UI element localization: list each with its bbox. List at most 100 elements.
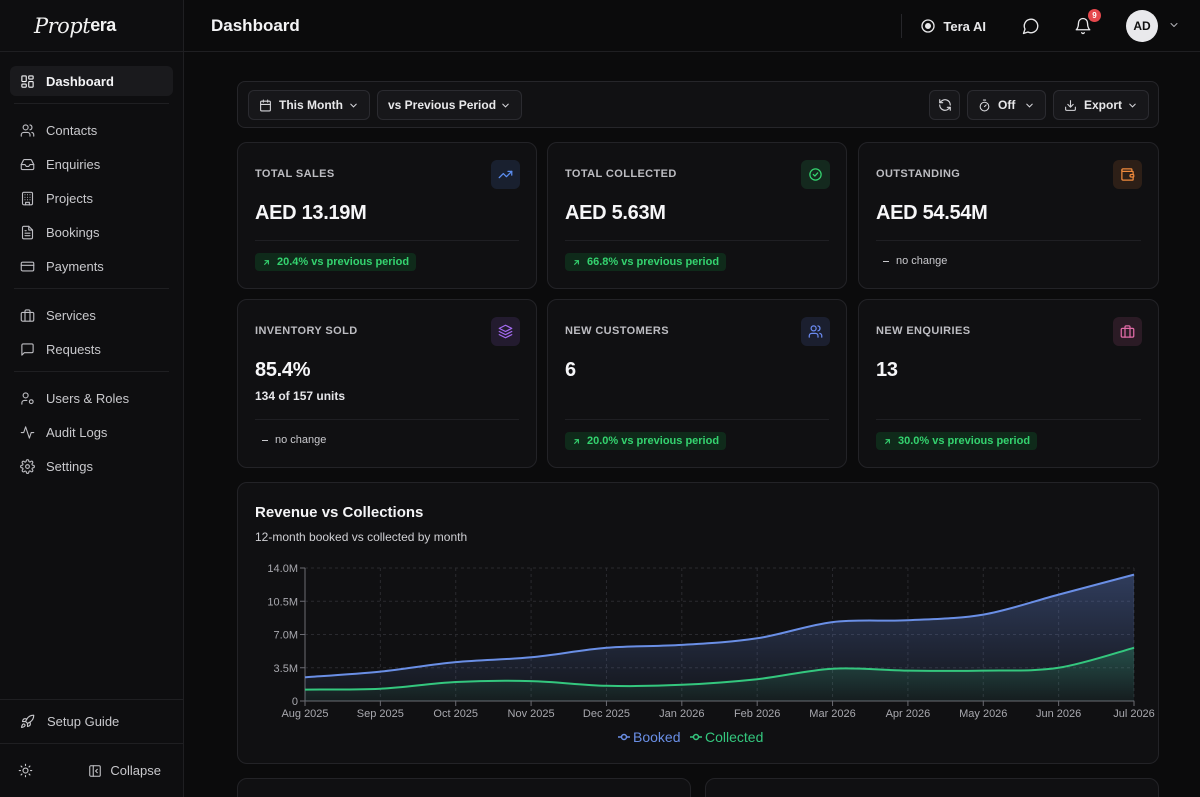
sidebar-item-projects[interactable]: Projects [10,183,173,213]
chevron-down-icon [502,103,509,108]
kpi-divider [255,240,519,241]
sidebar-item-payments[interactable]: Payments [10,251,173,281]
sidebar-separator [14,288,169,289]
export-button[interactable]: Export [1053,90,1149,120]
collapse-button[interactable]: Collapse [88,763,161,778]
trend-text: 30.0% vs previous period [898,435,1031,447]
x-tick-label: Aug 2025 [281,708,328,720]
sidebar-item-label: Services [46,307,96,323]
bottom-card-left [237,778,691,797]
kpi-card-new-customers[interactable]: NEW CUSTOMERS 6 20.0% vs previous period [547,299,847,468]
kpi-label: TOTAL COLLECTED [565,168,677,180]
messages-button[interactable] [1022,17,1040,35]
kpi-icon-tile [801,317,830,346]
top-bar-actions: Tera AI 9 AD [901,0,1200,52]
sidebar-item-label: Requests [46,341,101,357]
trend-badge: 30.0% vs previous period [876,432,1038,450]
page-title: Dashboard [211,15,300,35]
legend-swatch-dot [692,733,700,741]
auto-refresh-select[interactable]: Off [967,90,1046,120]
kpi-value: 6 [565,359,576,381]
kpi-divider [255,419,519,420]
setup-guide-button[interactable]: Setup Guide [0,699,183,743]
users-icon [808,325,823,338]
theme-toggle-button[interactable] [18,763,33,778]
kpi-subvalue: 134 of 157 units [255,389,346,403]
sidebar-item-services[interactable]: Services [10,300,173,330]
trend-neutral: no change [262,434,326,446]
collapse-label: Collapse [110,763,161,778]
chevron-down-icon [1170,22,1178,27]
bookings-icon [21,225,34,239]
chevron-down-icon [1026,103,1033,108]
refresh-icon [938,99,951,111]
y-tick-label: 3.5M [274,663,298,675]
comparison-select[interactable]: vs Previous Period [377,90,522,120]
check-circle-icon [809,168,822,181]
sidebar-item-enquiries[interactable]: Enquiries [10,149,173,179]
user-avatar[interactable]: AD [1126,10,1158,42]
sidebar-item-contacts[interactable]: Contacts [10,115,173,145]
sidebar-item-label: Enquiries [46,156,101,172]
kpi-card-total-collected[interactable]: TOTAL COLLECTED AED 5.63M 66.8% vs previou… [547,142,847,289]
settings-icon [20,458,35,474]
x-tick-label: Jul 2026 [1113,708,1155,720]
sidebar-item-label: Dashboard [46,73,114,89]
tera-ai-button[interactable]: Tera AI [920,18,986,34]
projects-icon [21,191,34,205]
x-tick-label: Dec 2025 [583,708,630,720]
kpi-label: INVENTORY SOLD [255,325,358,337]
account-menu-chevron[interactable] [1168,19,1180,34]
x-tick-label: Feb 2026 [734,708,780,720]
period-select[interactable]: This Month [248,90,370,120]
sidebar-item-label: Settings [46,458,93,474]
kpi-icon-tile [491,160,520,189]
x-tick-label: Nov 2025 [508,708,555,720]
sidebar: Propt era Dashboard Contacts Enquiries Proje… [0,0,184,797]
trend-neutral: no change [883,255,947,267]
sidebar-item-settings[interactable]: Settings [10,451,173,481]
filter-bar: This Month vs Previous Period Off Export [237,81,1159,128]
kpi-divider [565,240,829,241]
sidebar-item-label: Payments [46,258,104,274]
kpi-card-total-sales[interactable]: TOTAL SALES AED 13.19M 20.4% vs previous p… [237,142,537,289]
top-bar-divider [901,14,903,38]
notifications-button[interactable]: 9 [1074,9,1101,35]
refresh-button[interactable] [929,90,960,120]
sidebar-item-dashboard[interactable]: Dashboard [10,66,173,96]
kpi-label: NEW CUSTOMERS [565,325,670,337]
kpi-icon-tile [1113,317,1142,346]
kpi-value: AED 13.19M [255,202,367,224]
sidebar-item-label: Bookings [46,224,100,240]
series-line-booked [304,573,1135,679]
y-tick-label: 7.0M [274,630,298,642]
legend-label-collected: Collected [705,729,763,745]
kpi-card-inventory-sold[interactable]: INVENTORY SOLD 85.4% 134 of 157 units no ch… [237,299,537,468]
panel-collapse-icon [89,764,102,777]
auto-refresh-value: Off [998,98,1016,112]
sidebar-item-users-roles[interactable]: Users & Roles [10,383,173,413]
sidebar-item-audit-logs[interactable]: Audit Logs [10,417,173,447]
wallet-icon [1121,168,1135,181]
sidebar-item-requests[interactable]: Requests [10,334,173,364]
sidebar-item-label: Contacts [46,122,98,138]
sidebar-bottom: Setup Guide Collapse [0,699,183,797]
x-tick-label: Oct 2025 [433,708,478,720]
kpi-card-new-enquiries[interactable]: NEW ENQUIRIES 13 30.0% vs previous period [858,299,1159,468]
legend-swatch-dot [620,733,628,741]
bottom-card-right [705,778,1159,797]
y-tick-label: 0 [292,696,298,708]
kpi-divider [565,419,829,420]
message-bubble-icon [1022,18,1039,35]
sidebar-item-bookings[interactable]: Bookings [10,217,173,247]
trending-up-icon [498,170,513,179]
tera-ai-icon [921,19,936,33]
sidebar-item-label: Projects [46,190,93,206]
kpi-label: TOTAL SALES [255,168,335,180]
sidebar-separator [14,371,169,372]
kpi-card-outstanding[interactable]: OUTSTANDING AED 54.54M no change [858,142,1159,289]
chevron-down-icon [350,103,357,108]
brand-logo[interactable]: Propt era [0,0,183,52]
users-roles-icon [21,391,34,405]
